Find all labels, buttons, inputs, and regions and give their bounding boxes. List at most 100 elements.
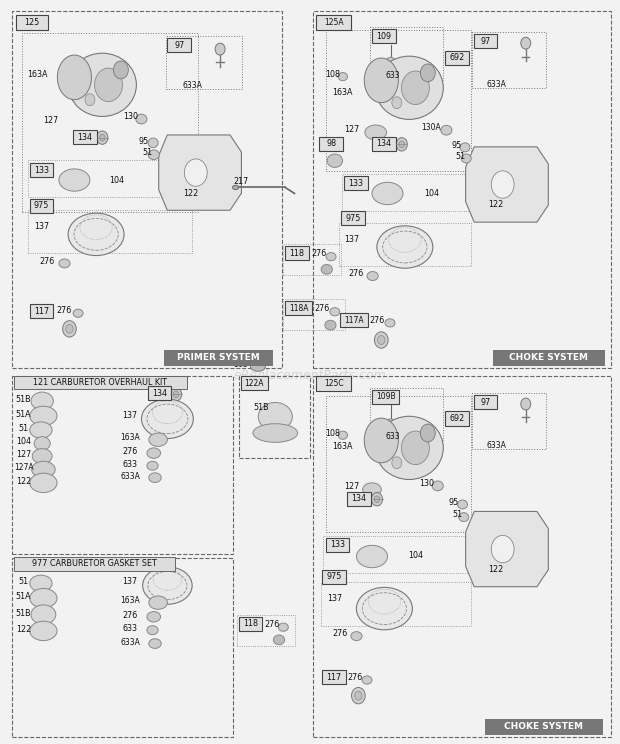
Ellipse shape [63, 321, 76, 337]
Text: 122: 122 [16, 625, 31, 634]
Ellipse shape [58, 55, 92, 100]
Bar [493, 350, 604, 366]
Bar [472, 32, 546, 88]
Circle shape [99, 134, 105, 141]
Text: 51B: 51B [16, 395, 32, 404]
Ellipse shape [34, 437, 50, 450]
Text: 692: 692 [450, 53, 464, 62]
Text: 51: 51 [455, 152, 465, 161]
Text: 51A: 51A [16, 410, 32, 419]
Bar [326, 396, 471, 532]
Text: 104: 104 [16, 437, 31, 446]
Text: 127: 127 [16, 450, 31, 459]
Text: 276: 276 [123, 611, 138, 620]
Bar [285, 246, 309, 260]
Bar [239, 617, 262, 631]
Ellipse shape [441, 125, 452, 135]
Ellipse shape [278, 623, 288, 631]
Ellipse shape [143, 567, 192, 604]
Ellipse shape [149, 433, 167, 446]
Circle shape [384, 57, 397, 72]
Text: 130A: 130A [421, 124, 441, 132]
Ellipse shape [351, 632, 362, 641]
Bar [241, 376, 268, 390]
Bar [313, 376, 611, 737]
Ellipse shape [147, 626, 158, 635]
Bar [167, 38, 191, 52]
Ellipse shape [59, 259, 70, 268]
Text: 276: 276 [264, 620, 279, 629]
Bar [316, 15, 351, 30]
Text: 125C: 125C [324, 379, 343, 388]
Text: 104: 104 [109, 176, 124, 185]
Bar [340, 313, 368, 327]
Text: 633: 633 [385, 71, 400, 80]
Bar [22, 33, 198, 212]
Text: 633A: 633A [486, 80, 506, 89]
Bar [12, 11, 282, 368]
Bar [73, 130, 97, 144]
Bar [323, 536, 471, 573]
Ellipse shape [375, 416, 443, 479]
Bar [14, 557, 175, 571]
Circle shape [170, 388, 182, 401]
Ellipse shape [339, 432, 347, 439]
Ellipse shape [432, 481, 443, 491]
Text: 276: 276 [348, 269, 363, 278]
Bar [372, 390, 399, 404]
Text: 633A: 633A [182, 81, 202, 90]
Text: 108: 108 [325, 429, 340, 437]
Bar [370, 27, 443, 80]
Bar [313, 11, 611, 368]
Text: 163A: 163A [332, 88, 353, 97]
Ellipse shape [374, 332, 388, 348]
Ellipse shape [356, 588, 412, 629]
Bar [316, 376, 351, 391]
Ellipse shape [355, 691, 362, 700]
Text: 127: 127 [345, 482, 360, 491]
Ellipse shape [253, 424, 298, 442]
Ellipse shape [375, 57, 443, 119]
Circle shape [491, 536, 514, 562]
Text: 51: 51 [19, 577, 29, 586]
Ellipse shape [321, 264, 332, 274]
Ellipse shape [365, 58, 399, 103]
Text: 51: 51 [453, 510, 463, 519]
Text: 137: 137 [35, 222, 50, 231]
Text: 95: 95 [139, 137, 149, 146]
Circle shape [396, 138, 407, 151]
Ellipse shape [147, 461, 158, 470]
Text: 633: 633 [123, 624, 138, 633]
Circle shape [392, 457, 402, 469]
Ellipse shape [330, 308, 340, 315]
Text: 118: 118 [243, 619, 258, 629]
Bar [472, 393, 546, 449]
Ellipse shape [136, 114, 147, 124]
Circle shape [521, 398, 531, 410]
Text: 97: 97 [480, 397, 490, 407]
Text: 98: 98 [326, 139, 336, 149]
Bar [322, 670, 346, 684]
Ellipse shape [95, 68, 123, 101]
Bar [370, 388, 443, 440]
Bar [326, 538, 349, 552]
Bar [16, 15, 48, 30]
Circle shape [85, 94, 95, 106]
Ellipse shape [149, 638, 161, 648]
Bar [372, 29, 396, 43]
Text: 51: 51 [143, 148, 153, 157]
Ellipse shape [30, 406, 57, 426]
Text: 127A: 127A [14, 464, 33, 472]
Text: 104: 104 [408, 551, 423, 560]
Bar [28, 160, 192, 197]
Text: 117: 117 [34, 307, 49, 316]
Text: 975: 975 [34, 201, 49, 211]
Text: 163A: 163A [27, 70, 48, 79]
Text: 117: 117 [327, 673, 342, 682]
Bar [321, 582, 471, 626]
Bar [283, 244, 341, 275]
Text: 276: 276 [57, 307, 72, 315]
Ellipse shape [68, 213, 124, 255]
Ellipse shape [73, 310, 83, 317]
Text: 130: 130 [419, 479, 434, 488]
